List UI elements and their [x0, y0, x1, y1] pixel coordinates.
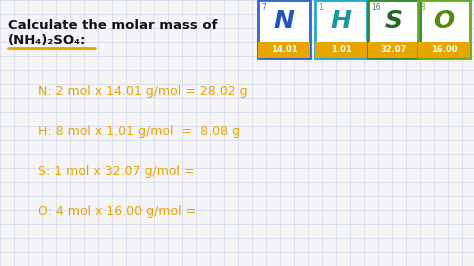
Bar — [368, 42, 420, 58]
Bar — [368, 0, 420, 58]
Text: 14.01: 14.01 — [271, 45, 297, 55]
Text: H: 8 mol x 1.01 g/mol  =  8.08 g: H: 8 mol x 1.01 g/mol = 8.08 g — [38, 124, 240, 138]
Bar — [368, 0, 420, 58]
Text: 1: 1 — [318, 3, 323, 12]
Text: O: O — [433, 9, 455, 33]
Text: 16: 16 — [371, 3, 381, 12]
Text: H: H — [330, 9, 351, 33]
Text: Calculate the molar mass of: Calculate the molar mass of — [8, 19, 218, 32]
Bar — [258, 0, 310, 58]
Text: N: 2 mol x 14.01 g/mol = 28.02 g: N: 2 mol x 14.01 g/mol = 28.02 g — [38, 85, 247, 98]
Text: 1.01: 1.01 — [331, 45, 351, 55]
Text: (NH₄)₂SO₄:: (NH₄)₂SO₄: — [8, 34, 86, 47]
Bar — [418, 42, 470, 58]
Text: 7: 7 — [261, 3, 266, 12]
Bar — [418, 0, 470, 58]
Text: 16.00: 16.00 — [431, 45, 457, 55]
Text: S: 1 mol x 32.07 g/mol =: S: 1 mol x 32.07 g/mol = — [38, 164, 195, 177]
Bar — [315, 0, 367, 58]
Text: S: S — [385, 9, 403, 33]
Text: O: 4 mol x 16.00 g/mol =: O: 4 mol x 16.00 g/mol = — [38, 205, 196, 218]
Bar — [315, 42, 367, 58]
Text: N: N — [273, 9, 294, 33]
Bar — [418, 0, 470, 58]
Text: 8: 8 — [421, 3, 426, 12]
Bar — [258, 0, 310, 58]
Bar — [258, 42, 310, 58]
Text: 32.07: 32.07 — [381, 45, 407, 55]
Bar — [315, 0, 367, 58]
